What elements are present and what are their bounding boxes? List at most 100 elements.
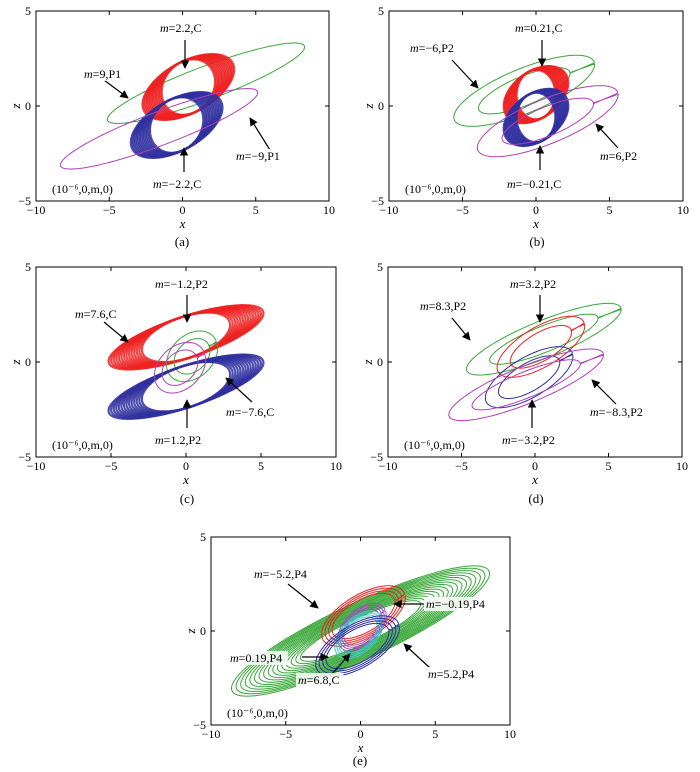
trajectory-line [141, 94, 212, 156]
trajectory-line [140, 311, 232, 364]
initial-condition-label: (10⁻⁶,0,m,0) [404, 438, 465, 452]
trajectory-line [505, 66, 567, 124]
trajectory-line [120, 307, 252, 368]
annotation-value: =7.6,C [84, 307, 117, 321]
x-tick-label: 5 [606, 459, 612, 473]
y-tick-label: −5 [18, 194, 31, 208]
series-trajectory [129, 90, 224, 160]
trajectory-line [117, 355, 255, 418]
x-axis-label: x [531, 472, 538, 487]
series-annotation: m=−1.2,P2 [155, 277, 208, 291]
panel-c: −10 −5 0 5 10−505xz(10⁻⁶,0,m,0)m=7.6,Cm=−1.2… [8, 260, 342, 506]
annotation-value: =−8.3,P2 [599, 405, 643, 419]
annotation-value: =−3.2,P2 [511, 433, 555, 447]
panel-label: (e) [353, 753, 367, 768]
trajectory-line [230, 565, 491, 697]
trajectory-line [258, 579, 463, 683]
annotation-bg [224, 405, 278, 419]
trajectory-line [109, 304, 263, 370]
trajectory-line [510, 90, 562, 145]
trajectory-line [120, 356, 252, 417]
x-tick-label: −10 [202, 727, 221, 741]
annotation-var: m [155, 277, 164, 291]
annotation-arrow [103, 321, 129, 343]
panel-b: −10 −5 0 5 10−505xz(10⁻⁶,0,m,0)m=−6,P2m=0.21… [361, 4, 689, 249]
plot-area [448, 302, 622, 422]
annotation-var: m [507, 177, 516, 191]
y-axis-label: z [361, 103, 376, 109]
y-tick-label: 5 [200, 530, 206, 544]
trajectory-line [117, 306, 255, 369]
series-trajectory [107, 303, 265, 371]
annotation-value: =−0.21,C [516, 177, 562, 191]
y-axis-label: z [8, 359, 23, 365]
panel-a: −10 −5 0 5 10−505xz(10⁻⁶,0,m,0)m=9,P1m=2.2,C… [8, 4, 335, 249]
initial-condition-label: (10⁻⁶,0,m,0) [52, 438, 113, 452]
series-annotation: m=2.2,C [160, 21, 201, 35]
initial-condition-label: (10⁻⁶,0,m,0) [52, 182, 113, 196]
trajectory-line [122, 357, 250, 417]
trajectory-line [148, 96, 205, 154]
trajectory-line [125, 308, 247, 367]
trajectory-line [115, 355, 257, 419]
trajectory-line [147, 54, 230, 120]
trajectory-line [281, 590, 440, 672]
y-tick-label: 5 [25, 260, 31, 274]
trajectory-line [129, 90, 224, 160]
annotation-value: =9,P1 [93, 67, 121, 81]
trajectory-line [157, 57, 220, 117]
trajectory-line [154, 56, 223, 118]
y-axis-label: z [360, 359, 375, 365]
trajectory-line [299, 600, 422, 662]
axes-frame [388, 10, 684, 202]
annotation-value: =−6,P2 [419, 41, 454, 55]
x-tick-label: 10 [676, 459, 688, 473]
series-annotation: m=−0.21,C [507, 177, 561, 191]
plot-area [107, 303, 265, 421]
annotation-arrow [595, 123, 619, 149]
trajectory-line [107, 353, 265, 421]
series-annotation: m=1.2,P2 [155, 433, 201, 447]
annotation-bg [252, 567, 312, 581]
annotation-bg [426, 667, 480, 681]
trajectory-line [145, 95, 208, 155]
series-annotation: m=9,P1 [84, 67, 121, 81]
series-trajectory [59, 87, 259, 170]
annotation-value: =2.2,C [169, 21, 202, 35]
series-trajectory [141, 52, 236, 122]
annotation-var: m [84, 67, 93, 81]
series-annotation: m=−8.3,P2 [590, 405, 643, 419]
x-tick-label: −10 [380, 203, 399, 217]
trajectory-line [142, 94, 211, 156]
trajectory-line [153, 56, 224, 118]
trajectory-line [112, 354, 260, 419]
annotation-value: =−5.2,P4 [263, 567, 307, 581]
annotation-arrow [225, 377, 253, 403]
x-axis-label: x [357, 740, 364, 755]
annotation-var: m [600, 149, 609, 163]
panel-label: (c) [180, 491, 194, 506]
annotation-value: =−1.2,P2 [164, 277, 208, 291]
trajectory-line [125, 357, 247, 416]
trajectory-line [509, 90, 563, 145]
annotation-value: =8.3,P2 [429, 299, 466, 313]
trajectory-line [132, 91, 221, 159]
annotation-var: m [590, 405, 599, 419]
axes-frame [210, 536, 511, 726]
trajectory-line [122, 307, 250, 367]
x-tick-label: 0 [183, 459, 189, 473]
x-tick-label: −10 [379, 459, 398, 473]
annotation-value: =−7.6,C [235, 405, 275, 419]
trajectory-line [135, 359, 237, 414]
annotation-var: m [502, 433, 511, 447]
trajectory-line [107, 303, 265, 371]
annotation-var: m [420, 299, 429, 313]
series-annotation: m=−5.2,P4 [254, 567, 307, 581]
y-axis-label: z [8, 103, 23, 109]
axes-frame [35, 10, 330, 202]
trajectory-line [112, 305, 260, 370]
series-trajectory [334, 610, 384, 660]
trajectory-line [496, 315, 586, 378]
trajectory-line [135, 92, 218, 158]
x-axis-label: x [532, 216, 539, 231]
